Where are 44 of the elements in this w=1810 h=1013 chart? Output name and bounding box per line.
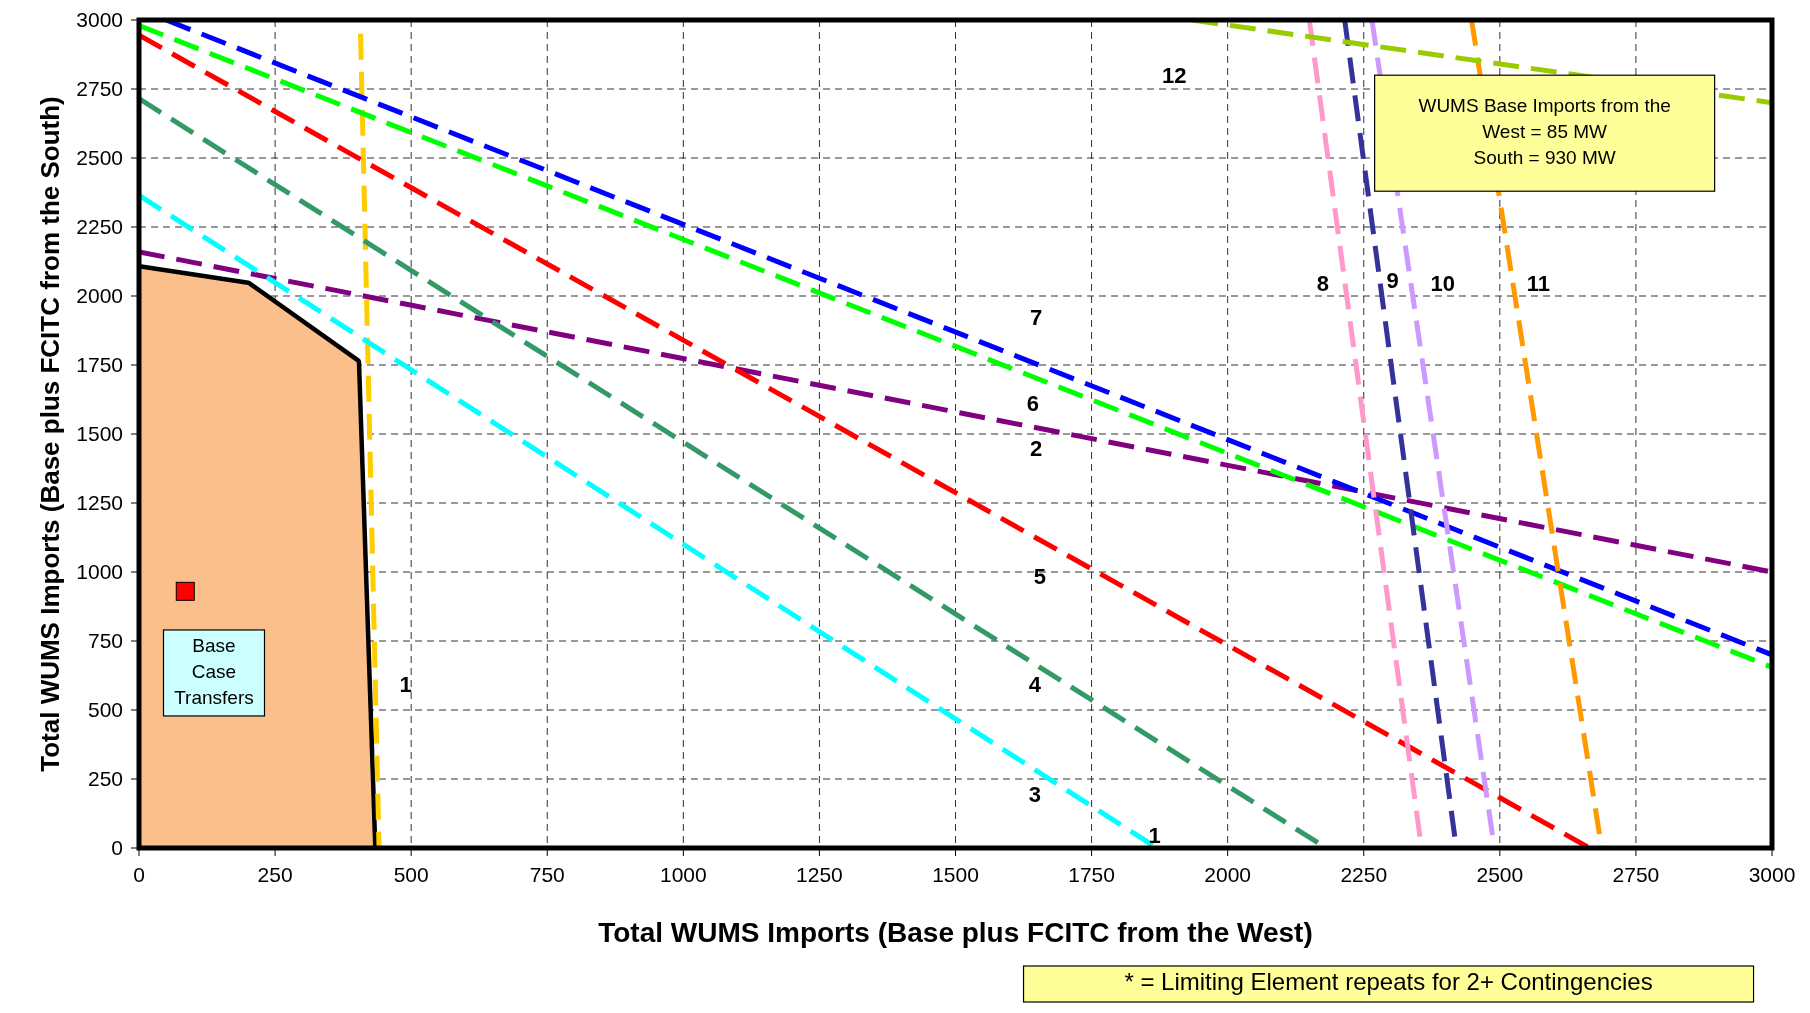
y-tick-label: 1500 — [76, 422, 123, 445]
x-tick-label: 250 — [257, 863, 293, 886]
annotation: 3 — [1028, 781, 1042, 807]
x-tick-label: 750 — [529, 863, 565, 886]
x-axis-title: Total WUMS Imports (Base plus FCITC from the West) — [598, 917, 1313, 948]
y-tick-label: 2750 — [76, 77, 123, 100]
y-tick-label: 2500 — [76, 146, 123, 169]
y-tick-label: 2250 — [76, 215, 123, 238]
annotation: 6 — [1026, 390, 1039, 416]
annotation: 1 — [1148, 822, 1161, 848]
annotation: 2 — [1029, 436, 1043, 462]
x-tick-label: 3000 — [1748, 863, 1796, 886]
y-tick-label: 2000 — [76, 284, 123, 307]
annotation: 12 — [1162, 62, 1187, 88]
annotation: Base Case Transfers — [174, 634, 254, 708]
x-tick-label: 0 — [133, 863, 145, 886]
y-tick-label: 1750 — [76, 353, 123, 376]
x-tick-label: 2500 — [1476, 863, 1524, 886]
y-tick-label: 0 — [111, 836, 123, 859]
y-axis-title: Total WUMS Imports (Base plus FCITC from the South) — [35, 96, 65, 772]
x-tick-label: 1250 — [796, 863, 843, 886]
annotation: 8 — [1316, 271, 1330, 297]
annotation: 7 — [1029, 305, 1043, 330]
annotation: 4 — [1028, 671, 1042, 697]
annotation: 1 — [399, 671, 412, 697]
annotation: 5 — [1033, 563, 1046, 589]
x-tick-label: 1500 — [932, 863, 979, 886]
y-tick-label: 1250 — [76, 491, 123, 514]
x-tick-label: 2250 — [1340, 863, 1388, 886]
y-tick-label: 3000 — [76, 8, 123, 31]
annotation: 10 — [1430, 271, 1455, 297]
text: * = Limiting Element repeats for 2+ Contingencies — [1124, 968, 1653, 996]
y-tick-label: 1000 — [76, 560, 123, 583]
y-tick-label: 500 — [87, 698, 123, 721]
y-tick-label: 250 — [87, 767, 123, 790]
x-tick-label: 2750 — [1612, 863, 1660, 886]
annotation: 11 — [1526, 271, 1551, 297]
x-tick-label: 1750 — [1068, 863, 1115, 886]
annotation: WUMS Base Imports from the West = 85 MW South = 930 MW — [1418, 95, 1671, 169]
x-tick-label: 2000 — [1204, 863, 1252, 886]
x-tick-label: 1000 — [659, 863, 707, 886]
y-tick-label: 750 — [87, 629, 123, 652]
annotation: 9 — [1386, 268, 1399, 294]
x-tick-label: 500 — [393, 863, 429, 886]
